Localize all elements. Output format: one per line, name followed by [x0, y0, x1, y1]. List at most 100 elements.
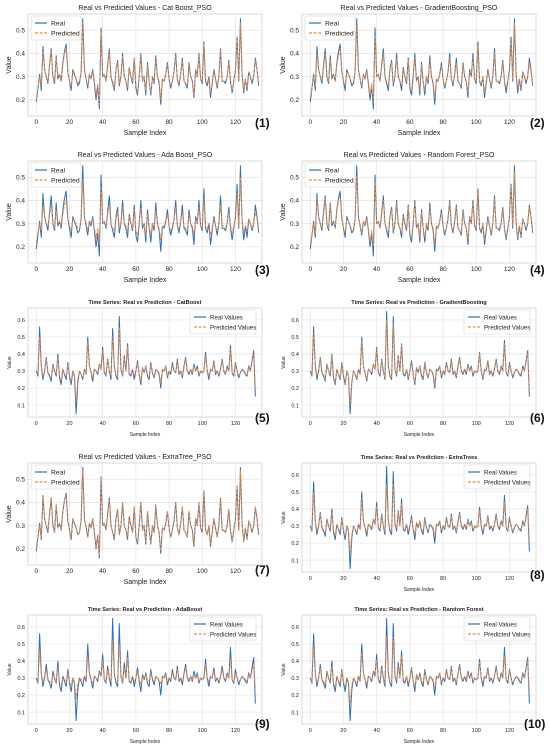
x-tick-label: 80 — [440, 728, 446, 734]
legend-label: Predicted — [325, 178, 354, 185]
y-tick-label: 0.6 — [17, 318, 25, 324]
x-tick-label: 100 — [471, 119, 482, 126]
x-tick-label: 100 — [198, 421, 207, 427]
chart-title: Real vs Predicted Values - Random Forest… — [344, 152, 495, 159]
x-tick-label: 80 — [166, 728, 172, 734]
legend-label: Predicted — [51, 178, 80, 185]
y-tick-label: 0.1 — [291, 558, 299, 564]
y-tick-label: 0.4 — [17, 659, 25, 665]
chart-svg: Time Series: Real vs Prediction - CatBoo… — [7, 300, 263, 438]
y-tick-label: 0.4 — [291, 352, 299, 358]
legend-label: Predicted — [51, 31, 80, 38]
chart-title: Time Series: Real vs Prediction - ExtraT… — [361, 455, 478, 461]
legend-label: Predicted — [51, 480, 80, 487]
predicted-series-line — [35, 469, 260, 557]
y-tick-label: 0.2 — [291, 541, 299, 547]
legend-label: Real Values — [484, 315, 517, 322]
x-tick-label: 80 — [440, 421, 446, 427]
legend-label: Real Values — [484, 622, 517, 629]
chart-title: Time Series: Real vs Prediction - CatBoo… — [88, 300, 201, 306]
legend-label: Real Values — [484, 470, 517, 477]
y-axis-label: Value — [281, 356, 287, 369]
x-axis-label: Sample Index — [124, 130, 167, 137]
chart-title: Time Series: Real vs Prediction - AdaBoo… — [88, 607, 203, 613]
legend-label: Real — [51, 470, 65, 477]
x-tick-label: 20 — [340, 119, 348, 126]
x-tick-label: 0 — [34, 266, 38, 273]
y-tick-label: 0.3 — [17, 676, 25, 682]
x-tick-label: 120 — [504, 119, 515, 126]
y-tick-label: 0.2 — [16, 244, 25, 251]
chart-svg: Real vs Predicted Values - Ada Boost_PSO… — [6, 152, 263, 284]
legend-box — [189, 309, 257, 335]
panel-number-label: (3) — [255, 263, 270, 277]
y-axis-label: Value — [280, 56, 287, 73]
y-tick-label: 0.4 — [16, 51, 25, 58]
y-tick-label: 0.2 — [17, 693, 25, 699]
y-tick-label: 0.5 — [290, 27, 299, 34]
legend-label: Real Values — [210, 315, 243, 322]
x-tick-label: 120 — [231, 728, 240, 734]
chart-panel: Real vs Predicted Values - Ada Boost_PSO… — [6, 149, 268, 285]
legend-label: Predicted Values — [484, 325, 530, 332]
x-tick-label: 0 — [34, 568, 38, 575]
x-tick-label: 60 — [132, 568, 140, 575]
y-axis-label: Value — [6, 203, 13, 220]
y-axis-label: Value — [6, 505, 13, 522]
chart-svg: Real vs Predicted Values - ExtraTree_PSO… — [6, 454, 263, 586]
legend-label: Predicted — [325, 31, 354, 38]
predicted-series-line — [309, 319, 530, 406]
chart-panel: Time Series: Real vs Prediction - AdaBoo… — [6, 603, 268, 746]
x-tick-label: 120 — [505, 576, 514, 582]
chart-panel: Time Series: Real vs Prediction - CatBoo… — [6, 296, 268, 439]
y-tick-label: 0.3 — [291, 676, 299, 682]
chart-panel: Time Series: Real vs Prediction - Random… — [280, 603, 542, 746]
real-series-line — [309, 18, 534, 110]
y-tick-label: 0.4 — [16, 198, 25, 205]
y-tick-label: 0.6 — [17, 625, 25, 631]
x-tick-label: 60 — [133, 421, 139, 427]
y-tick-label: 0.2 — [16, 546, 25, 553]
legend: Real Predicted — [304, 162, 356, 188]
y-tick-label: 0.5 — [16, 174, 25, 181]
panel-number-label: (5) — [255, 411, 270, 425]
chart-svg: Time Series: Real vs Prediction - Random… — [281, 607, 537, 745]
panel-number-label: (9) — [255, 717, 270, 731]
x-tick-label: 20 — [66, 421, 72, 427]
predicted-series-line — [35, 176, 260, 245]
x-tick-label: 80 — [439, 266, 447, 273]
x-tick-label: 20 — [340, 576, 346, 582]
x-tick-label: 100 — [472, 728, 481, 734]
chart-panel: Time Series: Real vs Prediction - Gradie… — [280, 296, 542, 439]
x-axis-label: Sample Index — [124, 579, 167, 586]
y-tick-label: 0.2 — [291, 386, 299, 392]
x-axis-label: Sample Index — [398, 130, 441, 137]
chart-panel: Real vs Predicted Values - Cat Boost_PSO… — [6, 2, 268, 138]
y-tick-label: 0.4 — [16, 500, 25, 507]
y-tick-label: 0.4 — [290, 198, 299, 205]
x-tick-label: 40 — [374, 576, 380, 582]
panel-number-label: (7) — [255, 563, 270, 577]
x-tick-label: 80 — [165, 568, 173, 575]
chart-svg: Time Series: Real vs Prediction - AdaBoo… — [7, 607, 263, 745]
x-tick-label: 20 — [66, 266, 74, 273]
x-tick-label: 120 — [230, 119, 241, 126]
x-tick-label: 80 — [165, 266, 173, 273]
predicted-series-line — [309, 22, 534, 103]
x-tick-label: 60 — [406, 266, 414, 273]
real-series-line — [309, 310, 530, 415]
x-tick-label: 120 — [505, 728, 514, 734]
legend-label: Predicted Values — [484, 480, 530, 487]
predicted-series-line — [35, 326, 256, 403]
y-axis-label: Value — [7, 663, 13, 676]
legend: Real Predicted — [30, 15, 82, 41]
x-tick-label: 60 — [133, 728, 139, 734]
x-tick-label: 0 — [309, 576, 312, 582]
x-axis-label: Sample Index — [124, 277, 167, 284]
y-tick-label: 0.4 — [291, 659, 299, 665]
legend-label: Real — [51, 168, 65, 175]
chart-svg: Real vs Predicted Values - GradientBoost… — [280, 5, 537, 137]
x-tick-label: 100 — [197, 119, 208, 126]
x-axis-label: Sample Index — [398, 277, 441, 284]
x-tick-label: 0 — [35, 728, 38, 734]
